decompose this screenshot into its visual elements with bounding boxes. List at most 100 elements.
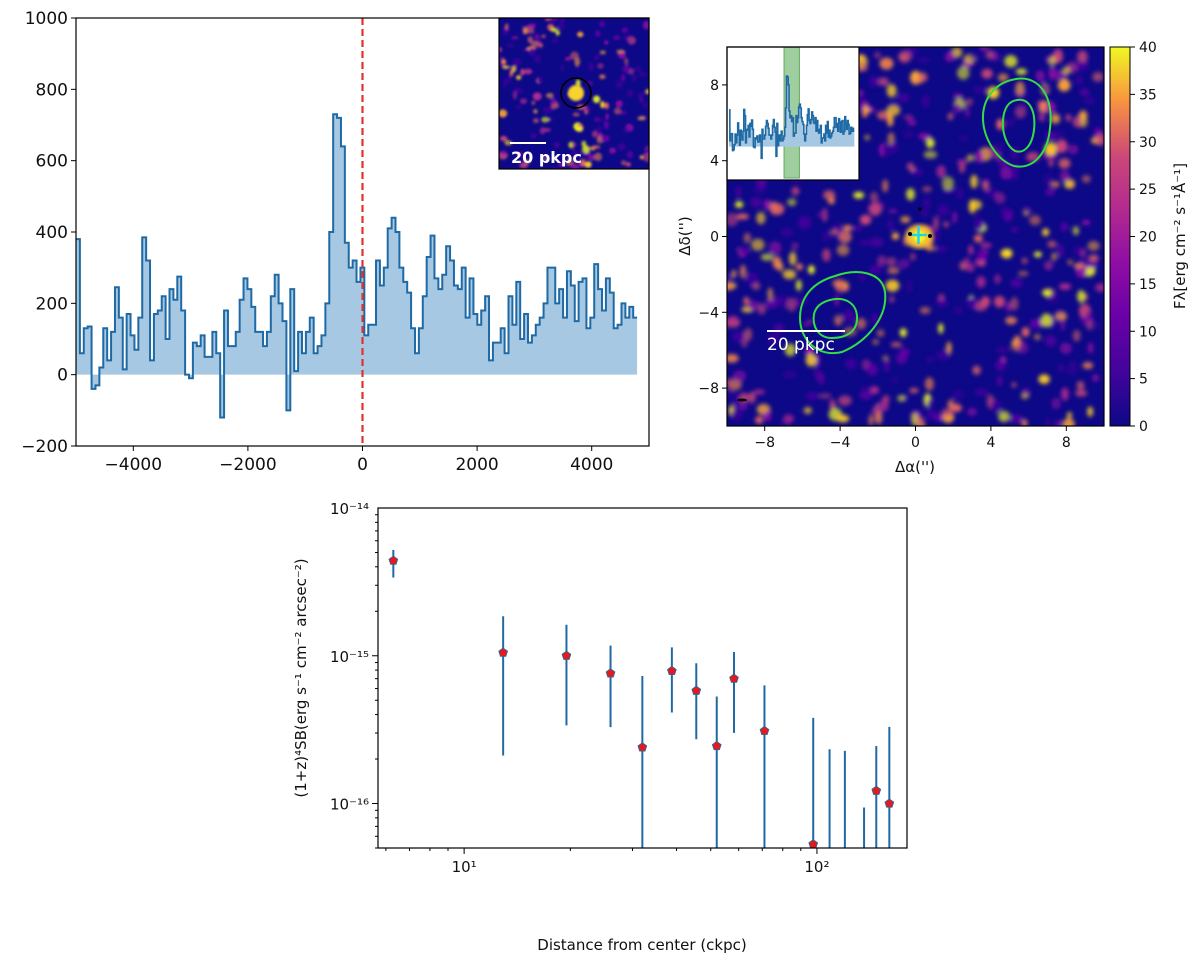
noise-blob — [1010, 297, 1019, 311]
noise-blob — [838, 395, 852, 406]
noise-blob — [836, 414, 850, 423]
noise-blob — [734, 201, 744, 208]
noise-blob — [1062, 66, 1071, 75]
noise-blob — [906, 188, 915, 201]
map-x-tick-label: 0 — [911, 435, 920, 451]
noise-blob — [858, 273, 866, 282]
noise-blob — [1055, 312, 1068, 321]
noise-blob — [782, 269, 797, 280]
sb-profile-y-ticks: 10⁻¹⁶ 10⁻¹⁵ 10⁻¹⁴ — [330, 500, 378, 849]
aperture-circle — [560, 77, 592, 109]
noise-blob — [765, 298, 778, 309]
noise-blob — [594, 152, 603, 162]
sb-profile-panel: 10¹ 10² 10⁻¹⁶ 10⁻¹⁵ 10⁻¹⁴ Distance from cen… — [292, 500, 908, 954]
noise-blob — [581, 140, 587, 147]
noise-blob — [868, 202, 882, 216]
noise-blob — [1060, 318, 1066, 331]
noise-blob — [1059, 342, 1072, 355]
noise-blob — [763, 410, 772, 422]
noise-blob — [872, 339, 879, 345]
noise-blob — [897, 258, 910, 269]
colorbar-gradient — [1109, 46, 1131, 427]
noise-blob — [925, 138, 935, 149]
noise-blob — [845, 358, 857, 370]
spectrum-plot-area — [76, 113, 638, 419]
noise-blob — [1069, 361, 1077, 368]
noise-blob — [956, 159, 968, 166]
noise-blob — [592, 95, 601, 104]
noise-blob — [887, 219, 894, 231]
noise-blob — [621, 74, 625, 82]
colorbar-tick-label: 15 — [1139, 277, 1157, 293]
noise-blob — [996, 347, 1010, 353]
noise-blob — [738, 247, 750, 256]
noise-blob — [1011, 382, 1017, 388]
noise-blob — [943, 221, 949, 228]
noise-blob — [1040, 313, 1053, 328]
noise-blob — [520, 68, 525, 76]
noise-blob — [738, 402, 748, 411]
sb-x-tick-label: 10¹ — [452, 858, 477, 876]
noise-blob — [1048, 56, 1056, 66]
spectrum-inset-image: 20 pkpc — [498, 17, 650, 170]
noise-blob — [944, 52, 956, 62]
noise-blob — [869, 75, 879, 88]
noise-blob — [980, 242, 992, 249]
inset-central-source — [568, 85, 584, 101]
noise-blob — [541, 116, 550, 123]
noise-blob — [512, 58, 522, 66]
noise-blob — [919, 306, 931, 315]
noise-blob — [842, 309, 855, 322]
noise-blob — [1018, 341, 1029, 355]
noise-blob — [753, 187, 766, 193]
noise-blob — [530, 40, 539, 48]
noise-blob — [564, 56, 572, 61]
noise-blob — [1045, 419, 1051, 425]
noise-blob — [1010, 278, 1023, 288]
noise-blob — [621, 27, 629, 33]
map-x-label: Δα('') — [895, 458, 935, 476]
noise-blob — [768, 241, 782, 255]
noise-blob — [1060, 222, 1068, 232]
noise-blob — [739, 264, 747, 279]
noise-blob — [1033, 333, 1041, 341]
noise-blob — [921, 94, 930, 108]
noise-blob — [833, 223, 842, 231]
noise-blob — [1091, 373, 1100, 383]
noise-blob — [981, 181, 990, 191]
noise-blob — [619, 110, 627, 115]
noise-blob — [499, 47, 503, 53]
noise-blob — [532, 92, 542, 101]
noise-blob — [623, 126, 630, 134]
noise-blob — [597, 63, 604, 69]
noise-blob — [541, 34, 546, 39]
noise-blob — [511, 65, 517, 73]
noise-blob — [1058, 283, 1072, 290]
noise-blob — [932, 229, 940, 242]
noise-blob — [779, 295, 789, 309]
noise-blob — [869, 191, 879, 203]
noise-blob — [902, 131, 915, 138]
noise-blob — [975, 150, 983, 164]
noise-blob — [582, 145, 591, 154]
noise-blob — [743, 328, 753, 342]
noise-blob — [600, 100, 605, 109]
noise-blob — [549, 97, 557, 106]
noise-blob — [500, 59, 507, 64]
noise-blob — [935, 296, 948, 308]
sb-data-point — [561, 650, 572, 660]
noise-blob — [887, 267, 900, 275]
noise-blob — [727, 212, 739, 227]
noise-blob — [1021, 205, 1034, 214]
colorbar-tick-label: 5 — [1139, 372, 1148, 388]
noise-blob — [952, 93, 964, 99]
noise-blob — [544, 18, 552, 22]
noise-blob — [937, 349, 950, 361]
spectrum-y-tick-label: 800 — [36, 80, 68, 100]
noise-blob — [858, 239, 873, 246]
noise-blob — [756, 211, 766, 225]
noise-blob — [852, 225, 862, 232]
noise-blob — [594, 117, 600, 123]
noise-blob — [969, 54, 982, 60]
noise-blob — [941, 176, 955, 191]
